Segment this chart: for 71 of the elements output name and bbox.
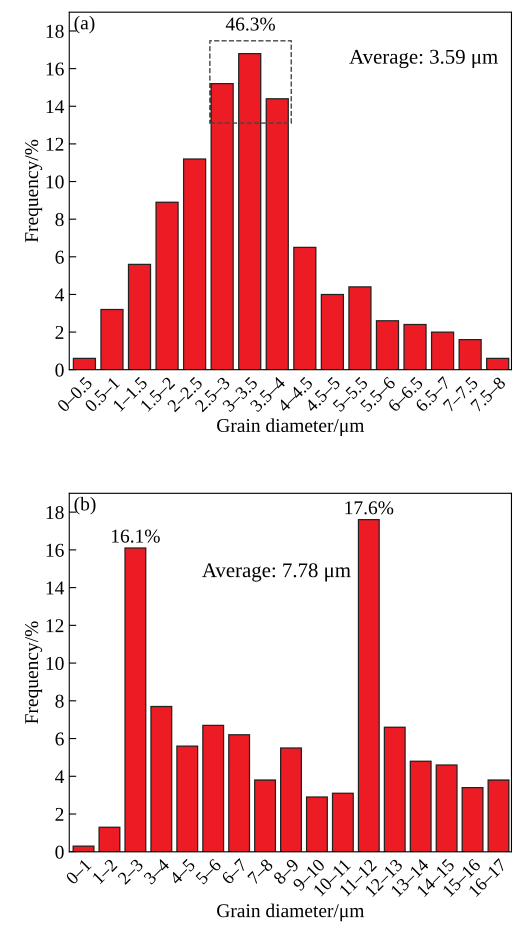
bar <box>348 286 372 370</box>
bar <box>176 745 198 852</box>
x-axis-title: Grain diameter/μm <box>217 418 364 436</box>
y-tick-label: 4 <box>55 770 64 784</box>
x-tick-label: 2–3 <box>117 858 144 885</box>
y-tick-label: 18 <box>46 506 64 520</box>
x-tick-label: 4–5 <box>168 858 196 886</box>
bar <box>458 338 482 370</box>
y-axis-title: Frequency/% <box>25 621 42 724</box>
x-tick-label: 3–4 <box>143 858 170 885</box>
y-tick-label: 6 <box>56 732 64 746</box>
bar <box>202 724 224 852</box>
x-axis-title: Grain diameter/μm <box>217 904 364 922</box>
y-tick-label: 18 <box>46 24 64 38</box>
annotation: Average: 3.59 μm <box>349 50 498 68</box>
chart-title: (a) <box>74 16 94 34</box>
y-tick-label: 8 <box>55 212 64 226</box>
bar <box>128 264 152 370</box>
bar <box>280 747 302 852</box>
y-tick-label: 6 <box>56 250 64 264</box>
x-tick-label: 5–6 <box>195 858 222 885</box>
annotation: 46.3% <box>226 18 276 31</box>
bar <box>486 358 510 370</box>
bar <box>487 779 510 852</box>
y-tick-label: 10 <box>46 656 64 670</box>
y-tick-label: 14 <box>46 100 64 114</box>
y-axis-title: Frequency/% <box>25 140 42 242</box>
y-tick-label: 16 <box>46 544 64 557</box>
annotation: Average: 7.78 μm <box>202 563 351 582</box>
data-label: 17.6% <box>345 501 394 514</box>
y-tick-label: 14 <box>46 582 64 594</box>
x-tick-label: 6–7 <box>220 858 248 885</box>
bar <box>254 779 276 852</box>
bar <box>150 706 172 852</box>
bar <box>155 202 179 370</box>
x-tick-label: 0–1 <box>65 858 92 885</box>
y-tick-label: 8 <box>55 694 64 708</box>
bar <box>210 83 234 370</box>
y-tick-label: 0 <box>55 846 64 859</box>
bar <box>376 320 400 370</box>
x-tick-label: 7–8 <box>247 858 274 885</box>
y-tick-label: 10 <box>46 175 64 188</box>
bar <box>182 158 206 370</box>
bar <box>124 547 146 852</box>
bar <box>430 331 454 370</box>
data-label: 16.1% <box>112 530 160 543</box>
y-tick-label: 2 <box>56 326 64 339</box>
bar <box>228 734 250 852</box>
bar <box>410 760 432 852</box>
bar <box>403 324 427 370</box>
y-tick-label: 12 <box>46 619 64 632</box>
bar <box>266 98 289 370</box>
y-tick-label: 16 <box>46 62 64 76</box>
bar <box>98 826 120 852</box>
bar <box>358 519 380 852</box>
x-tick-label: 1–2 <box>92 858 118 884</box>
y-tick-label: 12 <box>46 138 64 151</box>
bar <box>332 792 354 852</box>
bar <box>238 52 262 370</box>
y-tick-label: 4 <box>55 288 64 302</box>
y-tick-label: 0 <box>55 364 64 377</box>
y-tick-label: 2 <box>56 808 64 821</box>
bar <box>320 294 344 370</box>
bar <box>293 246 316 370</box>
bar <box>384 726 406 852</box>
bar <box>100 308 124 370</box>
bar <box>436 764 458 852</box>
chart-title: (b) <box>74 496 96 514</box>
bar <box>72 358 96 370</box>
bar <box>462 786 484 852</box>
bar <box>306 796 328 852</box>
